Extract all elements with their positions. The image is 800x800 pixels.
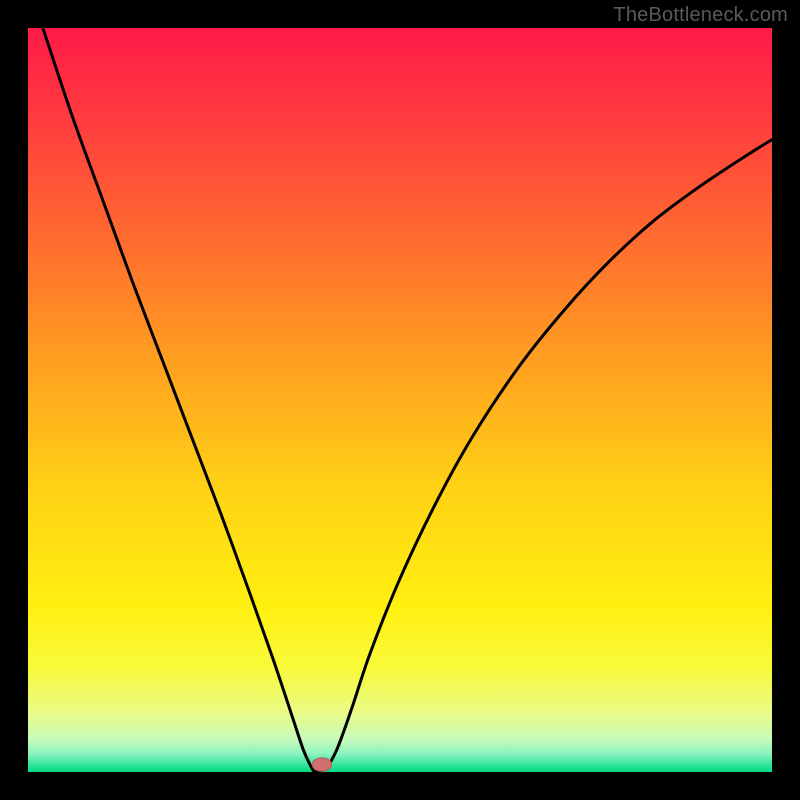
watermark-text: TheBottleneck.com [613,4,788,27]
chart-frame: TheBottleneck.com [0,0,800,800]
minimum-marker [312,758,331,771]
chart-background [28,28,772,772]
chart-svg [28,28,772,772]
chart-plot-area [28,28,772,772]
